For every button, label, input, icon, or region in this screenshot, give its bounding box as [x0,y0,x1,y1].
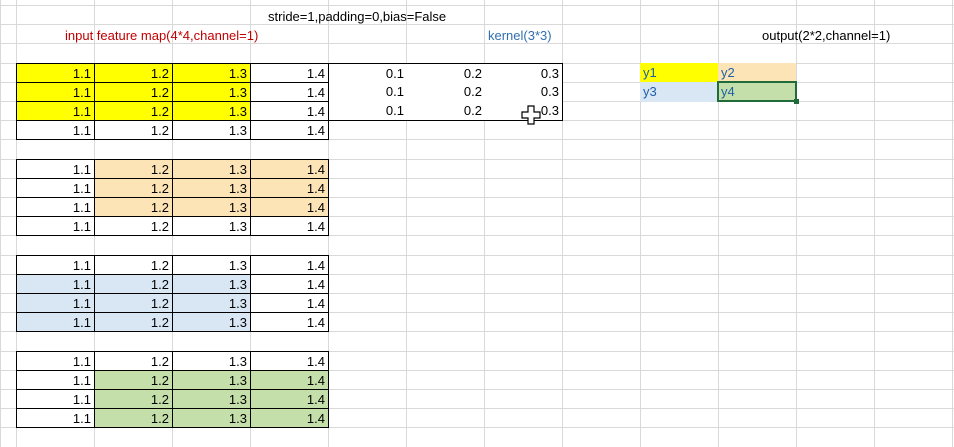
input-cell[interactable]: 1.4 [250,63,329,83]
input-cell[interactable]: 1.2 [94,351,173,371]
input-cell[interactable]: 1.4 [250,408,329,428]
input-cell[interactable]: 1.3 [172,216,251,236]
active-cell-selection[interactable] [717,81,797,102]
input-cell[interactable]: 1.3 [172,408,251,428]
input-cell[interactable]: 1.4 [250,159,329,179]
input-cell[interactable]: 1.2 [94,178,173,198]
output-cell-y2[interactable]: y2 [718,63,796,83]
input-cell[interactable]: 1.2 [94,293,173,313]
output-title: output(2*2,channel=1) [762,28,891,43]
input-cell[interactable]: 1.1 [16,389,95,409]
input-cell[interactable]: 1.4 [250,293,329,313]
input-cell[interactable]: 1.4 [250,351,329,371]
output-cell-y4[interactable]: y4 [718,82,796,102]
input-cell[interactable]: 1.4 [250,216,329,236]
input-cell[interactable]: 1.4 [250,101,329,121]
input-cell[interactable]: 1.1 [16,63,95,83]
input-cell[interactable]: 1.1 [16,370,95,390]
kernel-cell[interactable]: 0.3 [484,101,563,121]
input-cell[interactable]: 1.3 [172,389,251,409]
input-cell[interactable]: 1.1 [16,255,95,275]
input-cell[interactable]: 1.2 [94,216,173,236]
input-cell[interactable]: 1.1 [16,159,95,179]
stride-header: stride=1,padding=0,bias=False [268,9,447,24]
input-cell[interactable]: 1.2 [94,255,173,275]
input-cell[interactable]: 1.1 [16,312,95,332]
input-cell[interactable]: 1.2 [94,63,173,83]
input-cell[interactable]: 1.1 [16,101,95,121]
input-cell[interactable]: 1.3 [172,120,251,140]
input-cell[interactable]: 1.4 [250,370,329,390]
input-cell[interactable]: 1.3 [172,82,251,102]
input-cell[interactable]: 1.3 [172,293,251,313]
input-cell[interactable]: 1.1 [16,408,95,428]
input-cell[interactable]: 1.3 [172,197,251,217]
kernel-cell[interactable]: 0.2 [406,101,485,121]
crosshair-cursor-icon [521,105,541,130]
input-cell[interactable]: 1.3 [172,178,251,198]
input-cell[interactable]: 1.3 [172,159,251,179]
input-cell[interactable]: 1.1 [16,120,95,140]
input-cell[interactable]: 1.1 [16,351,95,371]
input-cell[interactable]: 1.1 [16,274,95,294]
input-cell[interactable]: 1.1 [16,293,95,313]
kernel-cell[interactable]: 0.3 [484,63,563,83]
input-cell[interactable]: 1.2 [94,197,173,217]
kernel-cell[interactable]: 0.1 [328,101,407,121]
input-cell[interactable]: 1.3 [172,370,251,390]
input-cell[interactable]: 1.4 [250,120,329,140]
input-cell[interactable]: 1.2 [94,312,173,332]
input-cell[interactable]: 1.3 [172,101,251,121]
input-cell[interactable]: 1.3 [172,255,251,275]
input-cell[interactable]: 1.3 [172,63,251,83]
input-cell[interactable]: 1.4 [250,312,329,332]
kernel-cell[interactable]: 0.2 [406,63,485,83]
input-cell[interactable]: 1.4 [250,197,329,217]
output-cell-y1[interactable]: y1 [640,63,718,83]
input-feature-map-title: input feature map(4*4,channel=1) [65,28,259,43]
kernel-title: kernel(3*3) [488,28,552,43]
kernel-cell[interactable]: 0.1 [328,63,407,83]
input-cell[interactable]: 1.1 [16,178,95,198]
input-cell[interactable]: 1.1 [16,82,95,102]
input-cell[interactable]: 1.2 [94,274,173,294]
input-cell[interactable]: 1.2 [94,408,173,428]
input-cell[interactable]: 1.4 [250,274,329,294]
input-cell[interactable]: 1.4 [250,178,329,198]
input-cell[interactable]: 1.2 [94,101,173,121]
input-cell[interactable]: 1.1 [16,197,95,217]
input-cell[interactable]: 1.4 [250,389,329,409]
input-cell[interactable]: 1.2 [94,120,173,140]
output-cell-y3[interactable]: y3 [640,82,718,102]
input-cell[interactable]: 1.2 [94,82,173,102]
input-cell[interactable]: 1.4 [250,82,329,102]
input-cell[interactable]: 1.2 [94,370,173,390]
input-cell[interactable]: 1.2 [94,389,173,409]
input-cell[interactable]: 1.3 [172,274,251,294]
input-cell[interactable]: 1.4 [250,255,329,275]
kernel-cell[interactable]: 0.2 [406,82,485,102]
input-cell[interactable]: 1.3 [172,351,251,371]
input-cell[interactable]: 1.1 [16,216,95,236]
kernel-cell[interactable]: 0.3 [484,82,563,102]
kernel-cell[interactable]: 0.1 [328,82,407,102]
input-cell[interactable]: 1.2 [94,159,173,179]
input-cell[interactable]: 1.3 [172,312,251,332]
fill-handle[interactable] [794,99,799,104]
